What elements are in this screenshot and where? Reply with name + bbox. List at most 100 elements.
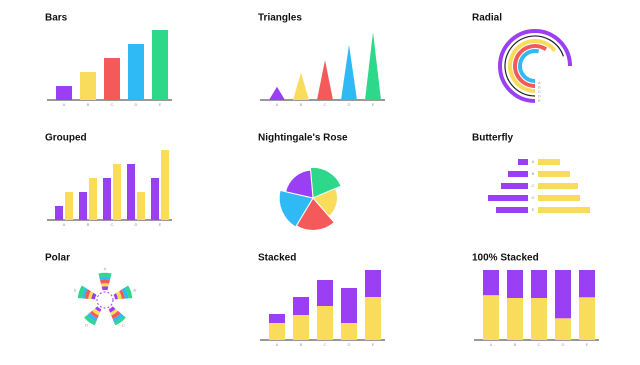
category-label: D	[85, 322, 88, 327]
bar	[518, 159, 528, 165]
category-label: A	[104, 266, 107, 271]
bar	[579, 297, 595, 340]
bar	[531, 270, 547, 298]
category-label: D	[348, 102, 351, 107]
bar	[365, 297, 381, 340]
bar	[65, 192, 73, 220]
bar	[496, 207, 528, 213]
polar-segment	[84, 289, 91, 299]
category-label: B	[133, 287, 136, 292]
chart-title: Bars	[45, 13, 68, 24]
radial-arc	[508, 39, 557, 93]
polar-segment	[114, 315, 126, 326]
bar	[152, 30, 168, 100]
bar	[293, 315, 309, 340]
rose-sector	[295, 197, 335, 231]
bar	[555, 318, 571, 340]
bar	[508, 171, 528, 177]
bar	[483, 295, 499, 340]
chart-title: Stacked	[258, 253, 296, 264]
bar	[538, 195, 580, 201]
bar	[317, 306, 333, 340]
category-label: E	[159, 222, 162, 227]
polar-segment	[100, 283, 110, 287]
polar-segment	[77, 285, 86, 299]
polar-segment	[88, 291, 94, 300]
bar	[501, 183, 528, 189]
bar	[269, 314, 285, 323]
chart-title: Triangles	[258, 13, 302, 24]
bar	[507, 270, 523, 298]
bar	[488, 195, 528, 201]
category-label: B	[300, 342, 303, 347]
category-label: A	[276, 102, 279, 107]
polar-segment	[86, 312, 98, 322]
bar	[137, 192, 145, 220]
polar-segment	[124, 285, 133, 299]
polar-segment	[95, 306, 102, 313]
chart-title: Nightingale's Rose	[258, 133, 348, 144]
bar	[538, 171, 570, 177]
rose-sector	[285, 169, 314, 199]
category-label: A	[63, 102, 66, 107]
bar	[341, 323, 357, 340]
polar-segment	[84, 315, 97, 326]
chart-title: Radial	[472, 13, 502, 24]
polar-segment	[116, 291, 122, 300]
category-label: B	[87, 102, 90, 107]
bar	[483, 270, 499, 296]
category-label: A	[276, 342, 279, 347]
category-label: D	[562, 342, 565, 347]
triangle	[317, 60, 333, 100]
bar	[341, 288, 357, 323]
radial-arc	[504, 35, 564, 97]
radial-arc	[513, 44, 548, 88]
category-label: E	[372, 342, 375, 347]
polar-segment	[91, 292, 97, 300]
polar-segment	[89, 310, 99, 319]
bar	[89, 178, 97, 220]
bar	[161, 150, 169, 220]
category-label: C	[122, 322, 125, 327]
polar-segment	[112, 313, 124, 323]
polar-hole	[96, 291, 114, 309]
polar-segment	[111, 310, 121, 320]
category-label: E	[372, 102, 375, 107]
category-label: B	[532, 171, 535, 176]
category-label: D	[348, 342, 351, 347]
polar-segment	[98, 272, 112, 278]
polar-segment	[99, 276, 111, 281]
bar	[79, 192, 87, 220]
bar	[104, 58, 120, 100]
category-label: E	[532, 207, 535, 212]
category-label: A	[490, 342, 493, 347]
bar	[538, 159, 560, 165]
triangle	[341, 44, 357, 100]
polar-segment	[81, 287, 88, 299]
polar-segment	[100, 279, 110, 284]
triangle	[365, 32, 381, 100]
bar	[55, 206, 63, 220]
category-label: E	[586, 342, 589, 347]
category-label: C	[538, 89, 541, 94]
bar	[128, 44, 144, 100]
category-label: C	[532, 183, 535, 188]
radial-arc	[518, 49, 540, 83]
bar	[579, 270, 595, 298]
bar	[293, 297, 309, 315]
triangle	[269, 86, 285, 100]
category-label: A	[532, 159, 535, 164]
category-label: C	[111, 102, 114, 107]
category-label: D	[538, 94, 541, 99]
bar	[531, 298, 547, 340]
category-label: E	[159, 102, 162, 107]
polar-segment	[108, 306, 116, 313]
bar	[365, 270, 381, 297]
category-label: D	[532, 195, 535, 200]
chart-title: 100% Stacked	[472, 253, 539, 264]
chart-title: Polar	[45, 253, 70, 264]
category-label: D	[135, 102, 138, 107]
bar	[555, 270, 571, 319]
category-label: E	[74, 287, 77, 292]
polar-segment	[92, 308, 101, 316]
